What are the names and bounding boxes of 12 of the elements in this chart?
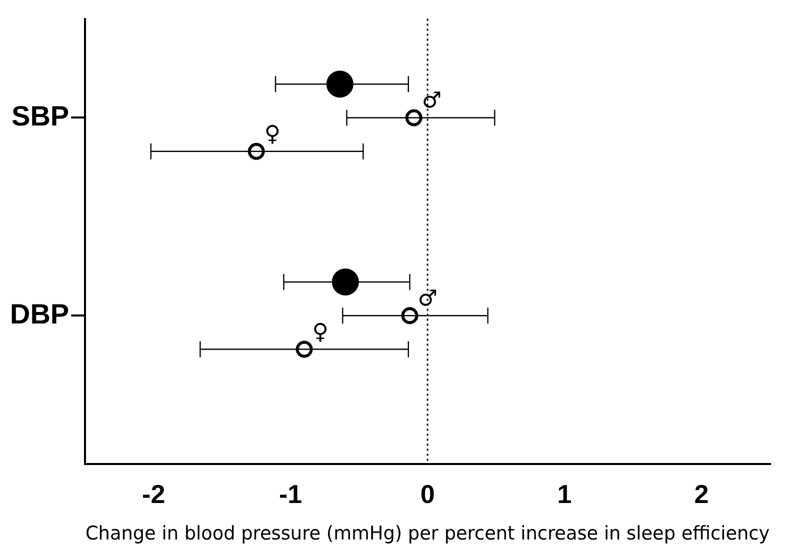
x-tick-label: -2: [142, 478, 166, 509]
x-axis-title: Change in blood pressure (mmHg) per percent increase in sleep efficiency: [85, 523, 770, 545]
series-label: ♀: [264, 122, 280, 148]
text: ♀: [312, 320, 328, 345]
series-label: ♂: [418, 286, 438, 312]
x-tick-label: 2: [694, 478, 709, 509]
text: ♂: [422, 88, 442, 114]
x-tick-label: -1: [279, 478, 302, 509]
y-tick-label: DBP: [10, 298, 70, 330]
x-tick-label: 0: [420, 478, 435, 509]
x-tick-label: 1: [557, 478, 572, 509]
y-tick-label: SBP: [12, 100, 70, 132]
